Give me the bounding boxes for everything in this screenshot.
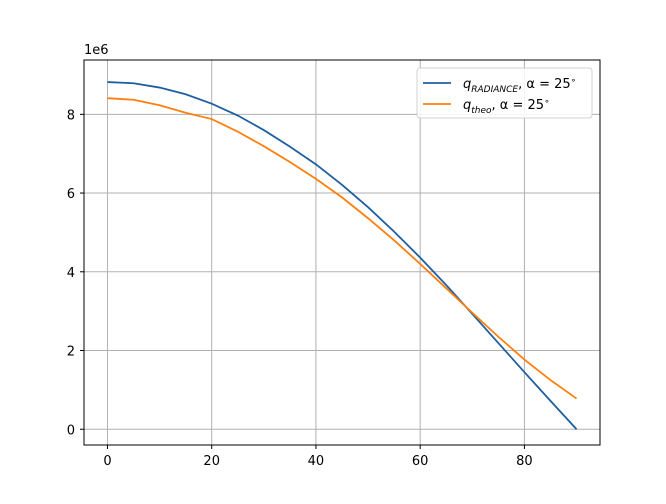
ticks: 0 20 40 60 80 0 2 4 6 8	[67, 108, 533, 469]
y-tick-label: 6	[67, 187, 75, 202]
series-line-2	[107, 97, 578, 400]
x-tick-label: 20	[203, 454, 220, 469]
legend-label-2: qtheo, α = 25∘	[463, 97, 550, 116]
x-tick-label: 80	[516, 454, 533, 469]
series-group	[107, 81, 578, 430]
y-offset-text: 1e6	[84, 43, 109, 58]
legend-label-1: qRADIANCE, α = 25∘	[463, 76, 576, 95]
y-tick-label: 8	[67, 108, 75, 123]
y-tick-label: 0	[67, 423, 75, 438]
legend-text-part: q	[463, 77, 471, 92]
legend-text-part: ∘	[544, 97, 550, 107]
series-line-1	[107, 81, 578, 430]
legend-text-part: ∘	[571, 76, 577, 86]
legend: qRADIANCE, α = 25∘qtheo, α = 25∘	[416, 67, 593, 119]
legend-text-part: , α = 25	[492, 98, 545, 113]
x-tick-label: 40	[308, 454, 325, 469]
legend-text-part: RADIANCE	[471, 85, 518, 95]
x-tick-label: 60	[412, 454, 429, 469]
legend-text-part: theo	[471, 106, 492, 116]
axes-frame	[83, 59, 601, 446]
legend-text-part: , α = 25	[518, 77, 571, 92]
y-tick-label: 4	[67, 266, 75, 281]
legend-text-part: q	[463, 98, 471, 113]
x-tick-label: 0	[103, 454, 111, 469]
y-tick-label: 2	[67, 345, 75, 360]
legend-box	[416, 67, 593, 119]
